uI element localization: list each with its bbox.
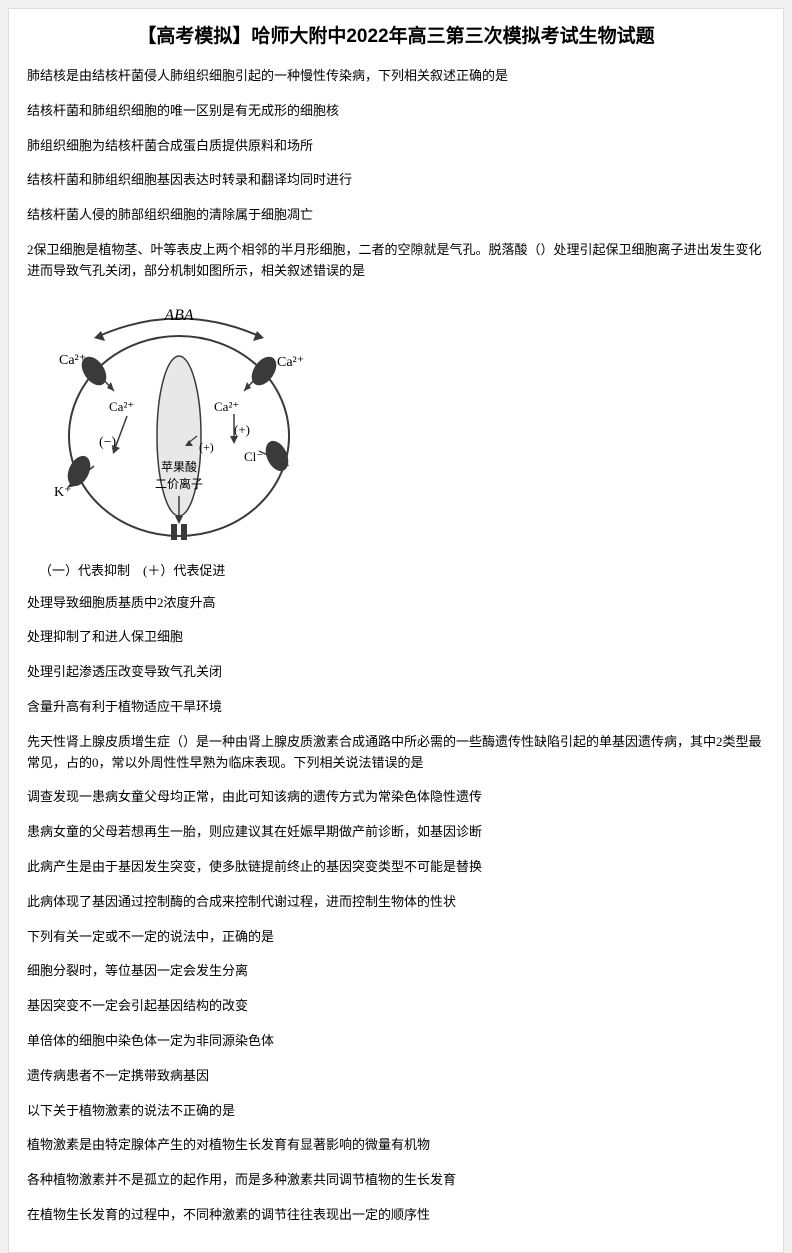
- arrow-in-tr-head: [244, 382, 251, 391]
- arrow-in-tl-head: [107, 382, 114, 391]
- q2-option-d: ​​​​​含量升高有利于植物适应干旱环境: [27, 697, 765, 718]
- cell-diagram: ABA Ca²⁺ Ca²⁺ Ca²⁺ Ca²⁺ (−) (+) (+) Cl⁻: [39, 296, 319, 546]
- q1-option-c: ​​结核杆菌和肺组织细胞基因表达时转录和翻译均同时进行: [27, 170, 765, 191]
- plus-label-2: (+): [199, 440, 214, 454]
- channel-bottom-2: [181, 524, 187, 540]
- ca-label-tl: Ca²⁺: [59, 353, 86, 368]
- q3-option-a: ​​调查发现一患病女童父母均正常，由此可知该病的遗传方式为常染色体隐性遗传: [27, 787, 765, 808]
- arrow-down-r-head: [230, 436, 238, 444]
- q1-option-d: ​​结核杆菌人侵的肺部组织细胞的清除属于细胞凋亡: [27, 205, 765, 226]
- q2-stem: 2​保卫细胞是植物茎、叶等表皮上两个相邻的半月形细胞，二者的空隙就是气孔。脱落酸…: [27, 240, 765, 282]
- q1-option-b: ​​肺组织细胞为结核杆菌合成蛋白质提供原料和场所: [27, 136, 765, 157]
- ca-label-ir: Ca²⁺: [214, 399, 239, 414]
- q4-stem: ​​下列有关一定或不一定的说法中，正确的是: [27, 927, 765, 948]
- q5-option-c: ​​在植物生长发育的过程中，不同种激素的调节往往表现出一定的顺序性: [27, 1205, 765, 1226]
- arrow-head-left: [94, 331, 105, 341]
- q5-stem: ​​以下关于植物激素的说法不正确的是: [27, 1101, 765, 1122]
- q2-option-a: ​​​​​处理导致细胞质基质中​​2​浓度升高: [27, 593, 765, 614]
- q3-option-b: ​​患病女童的父母若想再生一胎，则应建议其在妊娠早期做产前诊断，如基因诊断: [27, 822, 765, 843]
- stoma-outline: [157, 356, 201, 516]
- arrow-down-l: [114, 416, 127, 451]
- q1-stem: ​​肺结核是由结核杆菌侵人肺组织细胞引起的一种慢性传染病，下列相关叙述正确的是: [27, 66, 765, 87]
- q3-option-d: ​​此病体现了基因通过控制酶的合成来控制代谢过程，进而控制生物体的性状: [27, 892, 765, 913]
- q4-option-d: ​​遗传病患者不一定携带致病基因: [27, 1066, 765, 1087]
- q4-option-a: ​​细胞分裂时，等位基因一定会发生分离: [27, 961, 765, 982]
- q4-option-b: ​​基因突变不一定会引起基因结构的改变: [27, 996, 765, 1017]
- channel-bottom-1: [171, 524, 177, 540]
- q5-option-a: ​​植物激素是由特定腺体产生的对植物生长发育有显著影响的微量有机物: [27, 1135, 765, 1156]
- q3-stem: ​​先天性肾上腺皮质增生症（​​​）是一种由肾上腺皮质激素合成通路中所必需的一些…: [27, 732, 765, 774]
- ca-label-tr: Ca²⁺: [277, 355, 304, 370]
- aba-label: ABA: [163, 307, 194, 324]
- q3-option-c: ​​此病产生是由于基因发生突变，使多肽链提前终止的基因突变类型不可能是替换: [27, 857, 765, 878]
- plus-label-1: (+): [234, 422, 250, 437]
- q1-option-a: ​​结核杆菌和肺组织细胞的唯一区别是有无成形的细胞核: [27, 101, 765, 122]
- diagram-caption: （一）代表抑制 (＋）代表促进: [39, 560, 765, 579]
- q4-option-c: ​​单倍体的细胞中染色体一定为非同源染色体: [27, 1031, 765, 1052]
- q2-option-c: ​​​​​处理引起渗透压改变导致气孔关闭: [27, 662, 765, 683]
- divalent-label: 二价离子: [155, 476, 203, 491]
- page-title: 【高考模拟】哈师大附中2022年高三第三次模拟考试生物试题: [27, 21, 765, 48]
- arrow-bottom-head: [175, 516, 183, 524]
- q5-option-b: ​​各种植物激素并不是孤立的起作用，而是多种激素共同调节植物的生长发育: [27, 1170, 765, 1191]
- arrow-head-right: [253, 331, 264, 341]
- exam-page: 【高考模拟】哈师大附中2022年高三第三次模拟考试生物试题 ​​肺结核是由结核杆…: [8, 8, 784, 1253]
- malic-label: 苹果酸: [161, 459, 197, 474]
- ca-label-il: Ca²⁺: [109, 399, 134, 414]
- q2-option-b: ​​​​​处理抑制了​​和​​进人保卫细胞: [27, 627, 765, 648]
